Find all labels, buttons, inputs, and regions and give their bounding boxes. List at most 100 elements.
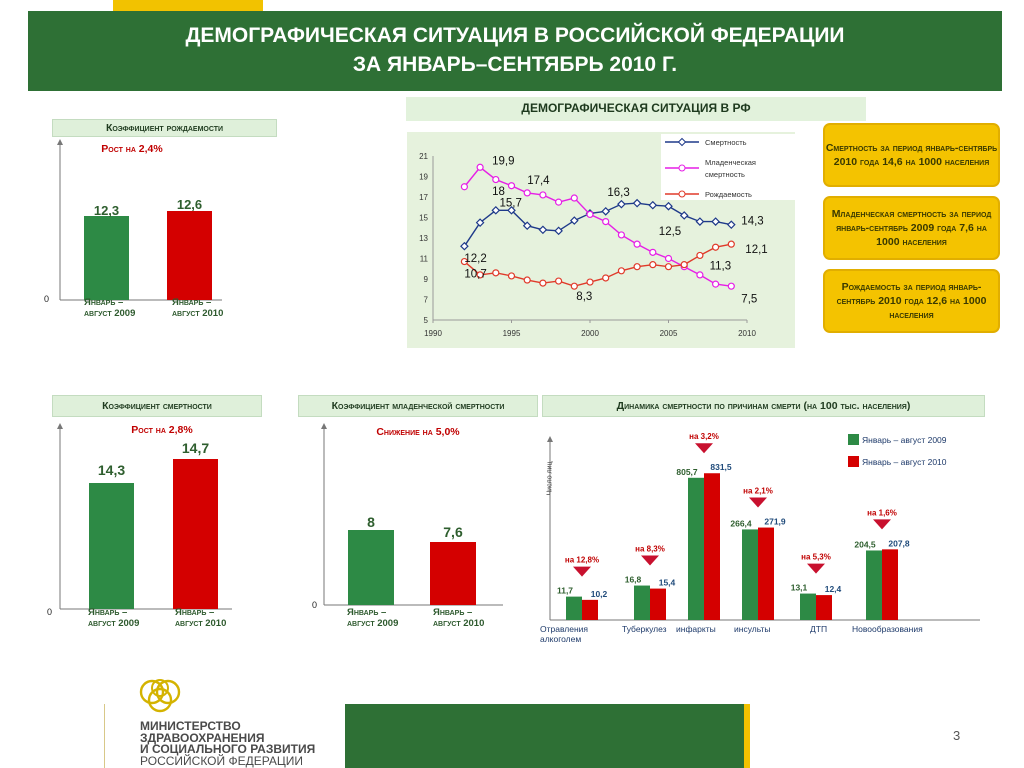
causes-change-label: на 8,3% — [635, 545, 665, 554]
legend-marker-0 — [677, 137, 687, 147]
causes-value-label: 13,1 — [791, 583, 808, 593]
decrease-arrow-icon — [695, 443, 713, 454]
birth-value-2010: 12,6 — [176, 197, 203, 212]
legend-label-1-b: смертность — [705, 170, 745, 179]
top-accent-strip — [113, 0, 263, 11]
line-point — [664, 254, 673, 263]
ministry-emblem-icon — [139, 679, 181, 713]
death-value-2010: 14,7 — [181, 440, 210, 456]
line-ytick: 21 — [419, 152, 428, 161]
line-annotation: 8,3 — [576, 291, 592, 303]
line-point — [539, 191, 547, 199]
line-point — [726, 220, 736, 230]
line-point — [664, 201, 673, 211]
line-ytick: 5 — [424, 316, 429, 325]
line-annotation: 12,1 — [745, 244, 767, 256]
causes-chart: 11,7 10,2 на 12,8% Отравления алкоголем 16,8 1… — [540, 420, 985, 660]
causes-value-label: 10,2 — [591, 589, 608, 599]
death-bar-2010 — [173, 459, 218, 609]
causes-bar-3-0 — [742, 529, 758, 620]
footer-divider — [104, 704, 105, 768]
line-annotation: 11,3 — [710, 260, 732, 272]
infant-annotation: Снижение на 5,0% — [376, 426, 460, 438]
page-number: 3 — [953, 728, 961, 743]
line-annotation: 7,5 — [741, 293, 757, 305]
line-point — [679, 211, 689, 220]
line-point — [492, 269, 500, 277]
causes-axis-arrow — [547, 436, 553, 442]
causes-category-label: Отравления — [540, 624, 588, 634]
causes-category-label: Туберкулез — [622, 624, 667, 634]
line-point — [554, 226, 563, 236]
ministry-name: МИНИСТЕРСТВО ЗДРАВООХРАНЕНИЯ И СОЦИАЛЬНО… — [140, 720, 315, 767]
causes-value-label: 16,8 — [625, 575, 642, 585]
decrease-arrow-icon — [873, 519, 891, 530]
infant-bar-2010 — [430, 542, 476, 605]
footer-bar — [345, 704, 744, 768]
line-annotation: 15,7 — [500, 197, 522, 209]
legend-label-2: Рождаемость — [705, 190, 752, 199]
causes-value-label: 15,4 — [659, 578, 676, 588]
causes-legend-label-0: Январь – август 2009 — [862, 435, 947, 445]
birth-cat-2009: Январь – август 2009 — [84, 297, 136, 319]
line-point — [476, 163, 484, 171]
line-annotation: 18 — [492, 186, 505, 198]
causes-bar-3-1 — [758, 527, 774, 620]
line-point — [491, 205, 501, 215]
line-point — [649, 248, 657, 256]
birth-zero-label: 0 — [44, 294, 50, 304]
infant-chart-svg — [321, 423, 503, 606]
page-header: ДЕМОГРАФИЧЕСКАЯ СИТУАЦИЯ В РОССИЙСКОЙ ФЕ… — [28, 11, 1002, 91]
birth-bar-2010 — [167, 211, 212, 300]
death-annotation: Рост на 2,8% — [131, 424, 193, 436]
decrease-arrow-icon — [573, 566, 591, 577]
line-point — [460, 183, 469, 191]
causes-bar-1-0 — [634, 585, 650, 620]
line-xtick: 2005 — [660, 329, 678, 338]
causes-chart-title: Динамика смертности по причинам смерти (… — [542, 395, 985, 417]
causes-value-label: 831,5 — [710, 462, 732, 472]
infant-zero-label: 0 — [312, 600, 318, 610]
birth-chart-svg — [57, 139, 222, 301]
line-point — [570, 194, 578, 202]
line-ytick: 13 — [419, 234, 428, 243]
line-ytick: 19 — [419, 173, 428, 182]
info-box-infant: Младенческая смертность за период январь… — [823, 196, 1000, 260]
causes-bar-4-0 — [800, 593, 816, 620]
causes-change-label: на 2,1% — [743, 487, 773, 496]
line-point — [648, 200, 658, 210]
death-axis-arrow — [57, 423, 63, 429]
line-point — [696, 251, 704, 260]
causes-value-label: 805,7 — [676, 467, 698, 477]
birth-chart: Рост на 2,4% 0 12,3 12,6 Январь – август… — [44, 137, 277, 367]
causes-legend-swatch-1 — [848, 456, 859, 467]
line-point — [680, 261, 688, 269]
line-ytick: 17 — [419, 193, 428, 202]
line-point — [507, 182, 516, 190]
death-bar-2009 — [89, 483, 134, 609]
causes-change-label: на 1,6% — [867, 508, 897, 517]
page-subtitle: ЗА ЯНВАРЬ–СЕНТЯБРЬ 2010 Г. — [352, 53, 678, 76]
info-box-mortality: Смертность за период январь-сентябрь 201… — [823, 123, 1000, 187]
line-annotation: 14,3 — [741, 216, 763, 228]
line-point — [475, 218, 485, 227]
line-point — [633, 263, 641, 271]
line-panel-title: ДЕМОГРАФИЧЕСКАЯ СИТУАЦИЯ В РФ — [406, 97, 866, 121]
causes-value-label: 12,4 — [825, 584, 842, 594]
line-ytick: 9 — [424, 275, 429, 284]
causes-category-label: инфаркты — [676, 624, 716, 634]
line-point — [727, 282, 735, 290]
line-point — [586, 210, 594, 219]
line-xtick: 2010 — [738, 329, 756, 338]
causes-value-label: 271,9 — [764, 517, 786, 527]
line-point — [476, 271, 484, 279]
causes-bar-0-1 — [582, 599, 598, 620]
infant-bar-2009 — [348, 530, 394, 605]
line-point — [695, 217, 705, 226]
line-point — [649, 261, 657, 269]
decrease-arrow-icon — [749, 497, 767, 508]
info-box-birth: Рождаемость за период январь-сентябрь 20… — [823, 269, 1000, 333]
legend-label-0: Смертность — [705, 138, 747, 147]
death-chart-title: Коэффициент смертности — [52, 395, 262, 417]
